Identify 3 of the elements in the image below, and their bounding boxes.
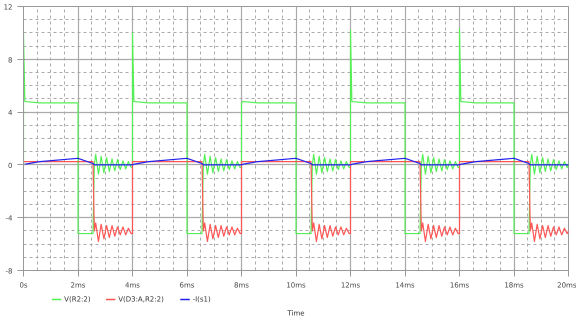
line-series <box>24 161 568 242</box>
line-series <box>24 28 568 234</box>
line-series <box>24 158 568 166</box>
